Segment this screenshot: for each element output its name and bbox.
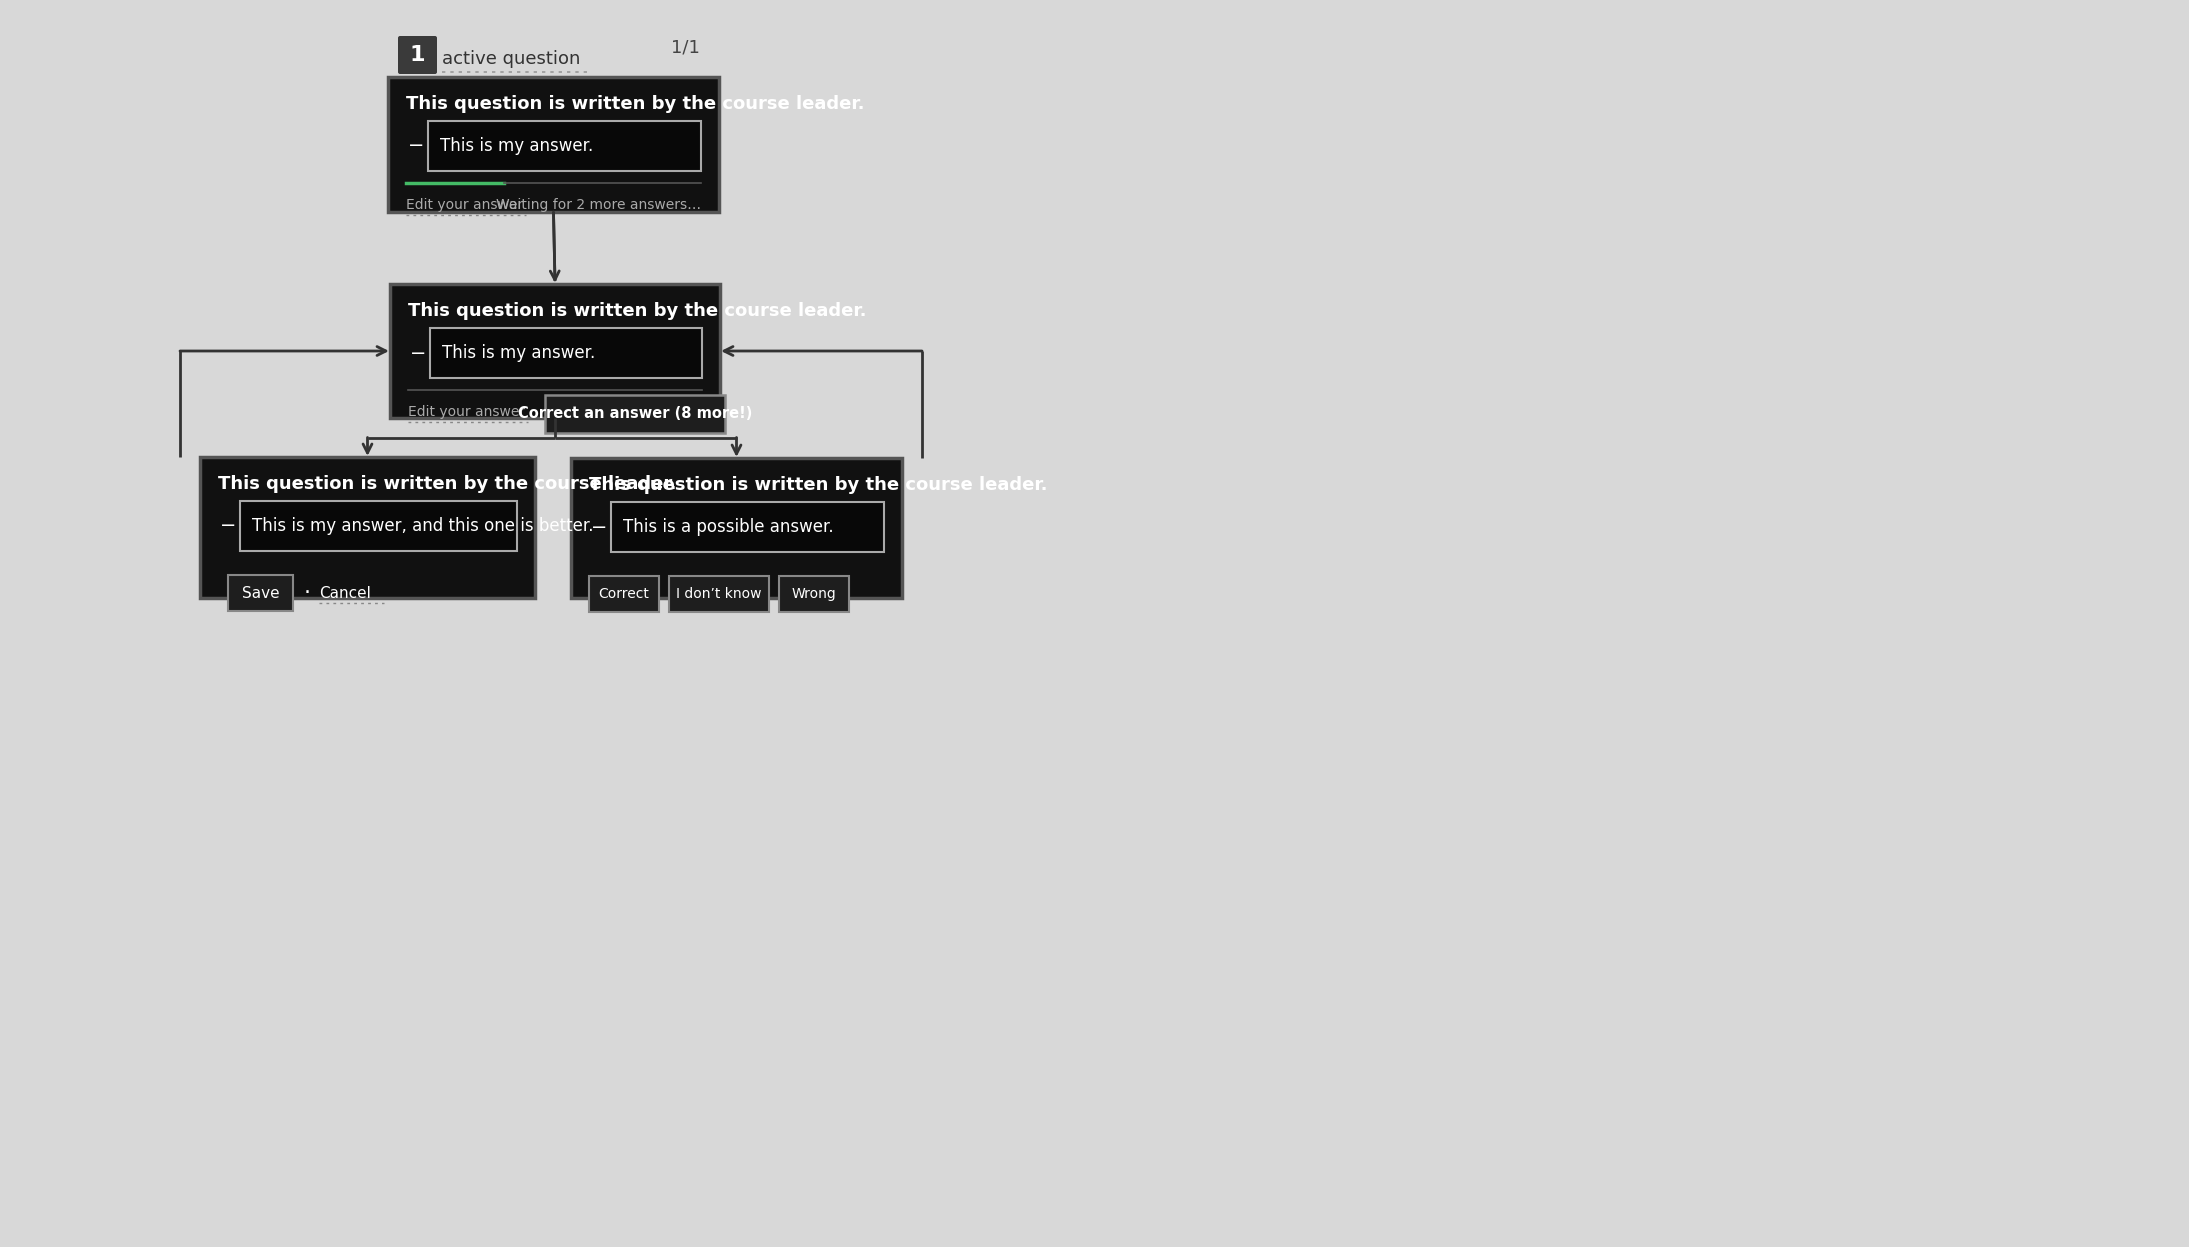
Text: I don’t know: I don’t know: [676, 587, 762, 601]
Text: Cancel: Cancel: [320, 586, 370, 601]
FancyBboxPatch shape: [571, 458, 902, 599]
Text: −: −: [409, 343, 427, 363]
FancyBboxPatch shape: [589, 576, 659, 612]
Text: −: −: [591, 518, 606, 536]
FancyBboxPatch shape: [228, 575, 293, 611]
Text: Edit your answer: Edit your answer: [405, 198, 523, 212]
Text: This is my answer.: This is my answer.: [440, 137, 593, 155]
Text: This is my answer, and this one is better.: This is my answer, and this one is bette…: [252, 518, 593, 535]
FancyBboxPatch shape: [429, 121, 700, 171]
Text: ·: ·: [304, 584, 311, 604]
Text: Correct: Correct: [598, 587, 650, 601]
FancyBboxPatch shape: [241, 501, 517, 551]
FancyBboxPatch shape: [779, 576, 849, 612]
Text: This is my answer.: This is my answer.: [442, 344, 595, 362]
FancyBboxPatch shape: [390, 284, 720, 418]
Text: Save: Save: [241, 586, 280, 601]
FancyBboxPatch shape: [387, 77, 718, 212]
FancyBboxPatch shape: [611, 503, 884, 552]
Text: This question is written by the course leader.: This question is written by the course l…: [407, 302, 867, 320]
Text: This question is written by the course leader.: This question is written by the course l…: [405, 95, 865, 113]
Text: Correct an answer (8 more!): Correct an answer (8 more!): [519, 407, 753, 421]
Text: 1: 1: [409, 45, 425, 65]
Text: This question is written by the course leader.: This question is written by the course l…: [589, 476, 1049, 494]
Text: This question is written by the course leader.: This question is written by the course l…: [219, 475, 676, 493]
Text: active question: active question: [442, 50, 580, 69]
Text: −: −: [407, 136, 425, 156]
FancyBboxPatch shape: [545, 395, 725, 433]
FancyBboxPatch shape: [398, 36, 438, 74]
FancyBboxPatch shape: [199, 456, 534, 599]
FancyBboxPatch shape: [429, 328, 703, 378]
Text: 1/1: 1/1: [672, 39, 700, 57]
Text: Waiting for 2 more answers…: Waiting for 2 more answers…: [497, 198, 700, 212]
Text: Wrong: Wrong: [792, 587, 836, 601]
FancyBboxPatch shape: [670, 576, 768, 612]
Text: −: −: [221, 516, 236, 535]
Text: Edit your answer: Edit your answer: [407, 405, 525, 419]
Text: This is a possible answer.: This is a possible answer.: [624, 518, 834, 536]
